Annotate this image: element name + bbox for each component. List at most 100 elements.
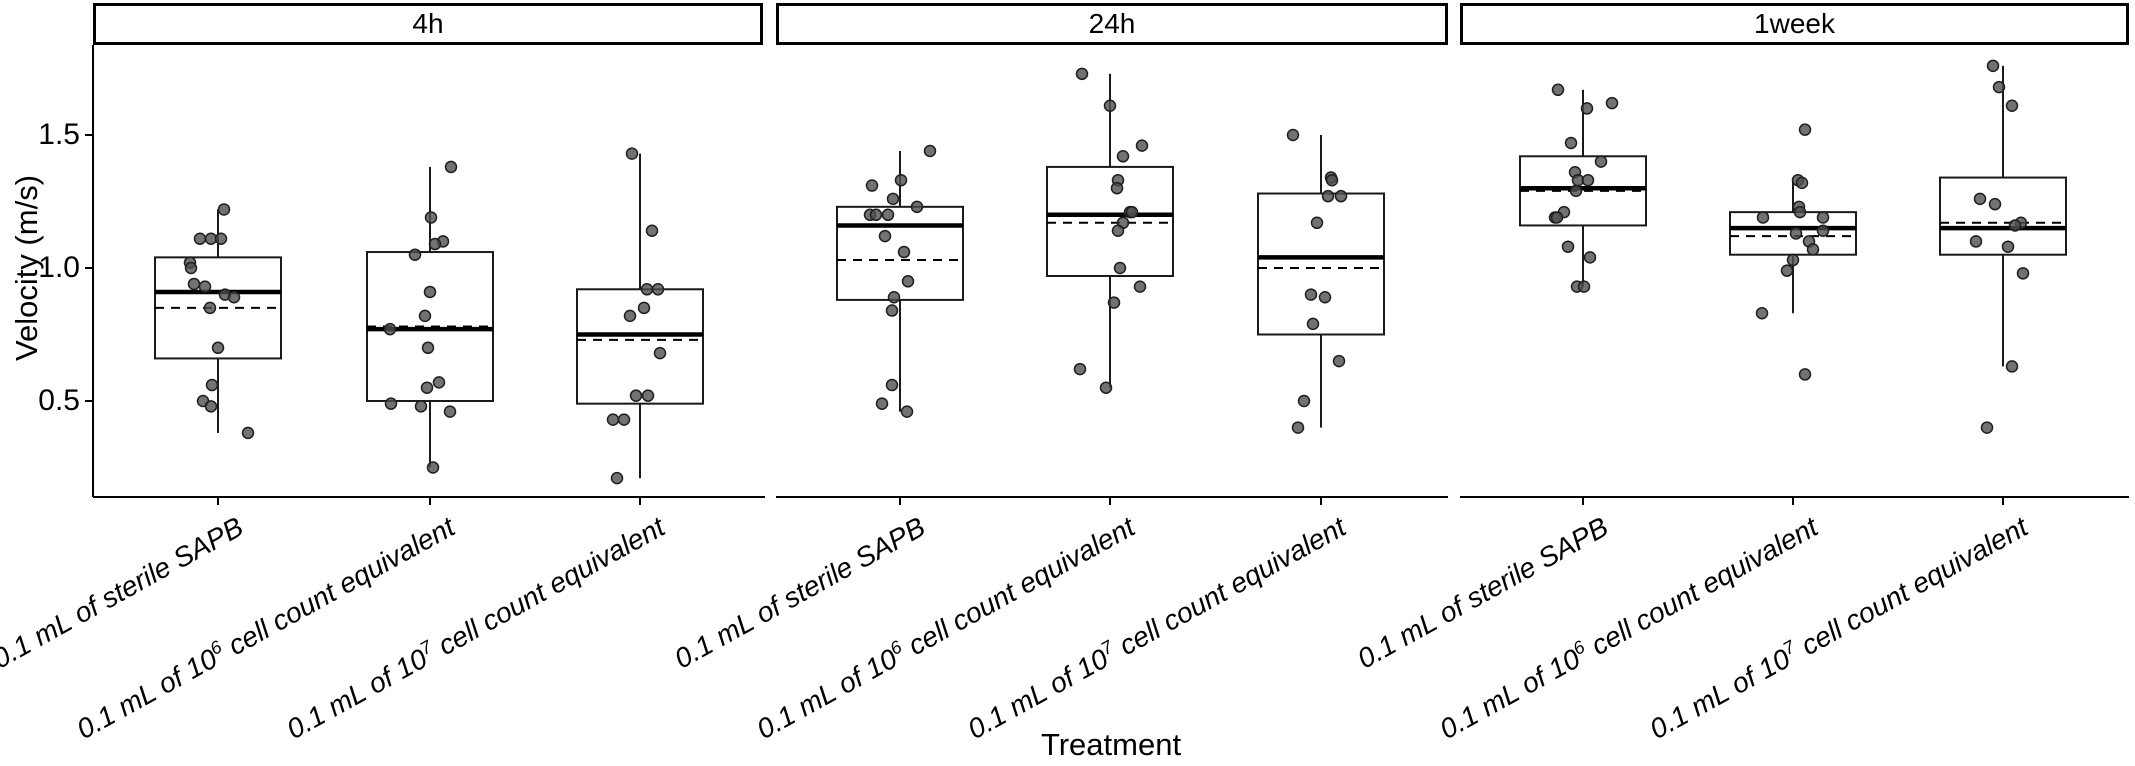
jitter-point [1755, 306, 1769, 320]
jitter-point [1786, 253, 1800, 267]
jitter-point [1099, 381, 1113, 394]
jitter-point [211, 341, 225, 355]
panel-24h [776, 67, 1448, 505]
jitter-point [1795, 176, 1809, 190]
panel-4h [85, 45, 765, 505]
boxplot-4h-treatment-2 [366, 160, 494, 474]
jitter-point [885, 304, 899, 317]
boxplot-4h-treatment-1 [154, 203, 282, 440]
jitter-point [204, 400, 218, 413]
jitter-point [640, 283, 654, 296]
facet-strip-1week: 1week [1460, 3, 2129, 45]
jitter-point [383, 322, 397, 336]
jitter-point [414, 400, 428, 413]
jitter-point [418, 309, 432, 323]
jitter-point [1992, 80, 2006, 94]
jitter-point [900, 405, 914, 418]
jitter-point [1798, 123, 1812, 136]
jitter-point [1581, 173, 1595, 187]
jitter-point [1135, 139, 1149, 152]
jitter-point [1291, 421, 1305, 434]
jitter-point [617, 413, 631, 426]
jitter-point [2008, 219, 2022, 232]
jitter-point [897, 245, 911, 259]
jitter-point [623, 309, 637, 323]
boxplot-24h-treatment-1 [836, 144, 964, 418]
jitter-point [1075, 67, 1089, 81]
jitter-point [881, 208, 895, 222]
jitter-point [1816, 211, 1830, 224]
boxplot-1week-treatment-2 [1729, 123, 1857, 381]
jitter-point [1561, 240, 1575, 253]
jitter-point [1325, 173, 1339, 187]
jitter-point [1550, 211, 1564, 224]
facet-strip-4h: 4h [93, 3, 763, 45]
jitter-point [1789, 227, 1803, 240]
jitter-point [1306, 317, 1320, 331]
jitter-point [432, 376, 446, 389]
jitter-point [1980, 421, 1994, 434]
jitter-point [214, 232, 228, 245]
jitter-point [443, 405, 457, 418]
jitter-point [426, 461, 440, 474]
jitter-point [1133, 280, 1147, 293]
boxplot-4h-treatment-3 [576, 147, 704, 485]
iqr-box [1939, 176, 2067, 256]
jitter-point [2005, 360, 2019, 373]
jitter-point [1286, 128, 1300, 142]
jitter-point [408, 248, 422, 261]
jitter-point [1973, 192, 1987, 206]
jitter-point [1318, 291, 1332, 304]
jitter-point [878, 229, 892, 243]
jitter-point [865, 179, 879, 192]
jitter-point [428, 237, 442, 251]
panel-1week [1460, 59, 2129, 505]
jitter-point [193, 232, 207, 245]
jitter-point [637, 301, 651, 315]
jitter-point [424, 211, 438, 224]
jitter-point [910, 200, 924, 214]
jitter-point [1107, 296, 1121, 309]
jitter-point [421, 341, 435, 355]
jitter-point [227, 291, 241, 304]
jitter-point [629, 389, 643, 402]
jitter-point [894, 173, 908, 187]
jitter-point [1594, 155, 1608, 168]
jitter-point [1103, 99, 1117, 112]
y-tick-label-0-5: 0.5 [38, 384, 80, 417]
jitter-point [1577, 280, 1591, 293]
jitter-point [1569, 184, 1583, 198]
jitter-point [198, 280, 212, 293]
jitter-point [1816, 224, 1830, 238]
jitter-point [187, 277, 201, 291]
jitter-point [1793, 205, 1807, 219]
jitter-point [1113, 261, 1127, 275]
jitter-point [2016, 267, 2030, 280]
jitter-point [651, 283, 665, 296]
jitter-point [625, 147, 639, 160]
facet-strip-24h: 24h [776, 3, 1448, 45]
iqr-box [1257, 192, 1385, 336]
jitter-point [384, 397, 398, 410]
jitter-point [444, 160, 458, 174]
jitter-point [1125, 205, 1139, 219]
jitter-point [645, 224, 659, 238]
jitter-point [1806, 243, 1820, 256]
y-axis-title: Velocity (m/s) [9, 174, 44, 362]
jitter-point [653, 346, 667, 360]
jitter-point [606, 413, 620, 426]
iqr-box [1046, 165, 1174, 277]
boxplot-1week-treatment-1 [1519, 83, 1647, 293]
x-axis-title: Treatment [1040, 727, 1182, 762]
jitter-point [2001, 240, 2015, 253]
jitter-point [1321, 189, 1335, 203]
jitter-point [2005, 99, 2019, 112]
jitter-point [1111, 224, 1125, 238]
jitter-point [420, 381, 434, 394]
jitter-point [1988, 197, 2002, 211]
jitter-point [1310, 216, 1324, 230]
jitter-point [1332, 354, 1346, 368]
jitter-point [1969, 235, 1983, 248]
jitter-point [886, 192, 900, 206]
jitter-point [1334, 189, 1348, 203]
